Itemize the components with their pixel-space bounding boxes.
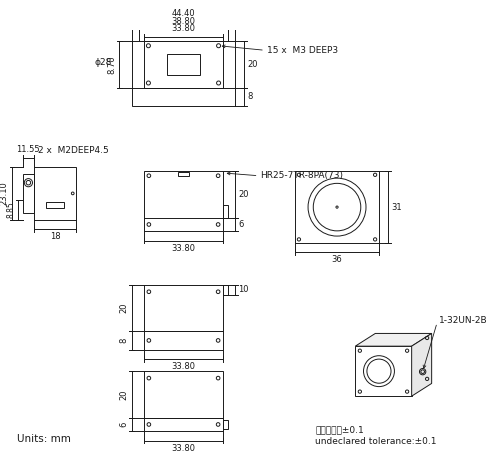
Bar — [144, 418, 223, 432]
Bar — [144, 41, 223, 87]
Polygon shape — [412, 333, 432, 396]
Text: 20: 20 — [247, 60, 258, 69]
Text: 6: 6 — [120, 422, 128, 427]
Bar — [144, 371, 223, 418]
Text: 11.55: 11.55 — [17, 146, 40, 154]
Bar — [178, 172, 189, 176]
Bar — [34, 166, 76, 220]
Text: 33.80: 33.80 — [171, 444, 196, 453]
Text: 10: 10 — [239, 285, 249, 294]
Text: HR25-7TR-8PA(73): HR25-7TR-8PA(73) — [261, 171, 344, 180]
Text: 15 x  M3 DEEP3: 15 x M3 DEEP3 — [267, 46, 338, 55]
Text: 8: 8 — [247, 93, 253, 101]
Bar — [223, 205, 228, 218]
Text: 18: 18 — [50, 232, 61, 241]
Bar — [144, 171, 223, 232]
Text: 8.70: 8.70 — [107, 55, 116, 73]
Text: 31: 31 — [391, 203, 402, 212]
Bar — [46, 202, 64, 208]
Text: ϕ28: ϕ28 — [95, 58, 112, 66]
Text: 33.80: 33.80 — [171, 25, 196, 33]
Text: 20: 20 — [120, 303, 128, 313]
Bar — [223, 285, 228, 294]
Text: 6: 6 — [239, 220, 244, 229]
Text: Units: mm: Units: mm — [17, 434, 71, 444]
Text: 20: 20 — [120, 389, 128, 399]
Bar — [22, 174, 34, 213]
Text: 未标注公差±0.1: 未标注公差±0.1 — [315, 426, 364, 435]
Text: undeclared tolerance:±0.1: undeclared tolerance:±0.1 — [315, 437, 437, 445]
Text: 44.40: 44.40 — [172, 9, 195, 18]
Bar — [223, 419, 228, 429]
Polygon shape — [355, 333, 432, 346]
Bar — [144, 285, 223, 331]
Text: 8.85: 8.85 — [6, 201, 15, 218]
Text: 2 x  M2DEEP4.5: 2 x M2DEEP4.5 — [38, 146, 108, 155]
Text: 38.80: 38.80 — [171, 17, 196, 26]
Bar — [167, 54, 200, 75]
Bar — [132, 41, 235, 106]
Text: 33.80: 33.80 — [171, 244, 196, 252]
Bar — [355, 346, 412, 396]
Text: 23.10: 23.10 — [0, 181, 8, 205]
Text: 33.80: 33.80 — [171, 362, 196, 371]
Bar — [295, 171, 379, 243]
Text: 36: 36 — [332, 255, 343, 264]
Bar — [144, 331, 223, 350]
Text: 8: 8 — [120, 338, 128, 343]
Text: 1-32UN-2B: 1-32UN-2B — [439, 316, 488, 325]
Text: 20: 20 — [239, 190, 249, 199]
